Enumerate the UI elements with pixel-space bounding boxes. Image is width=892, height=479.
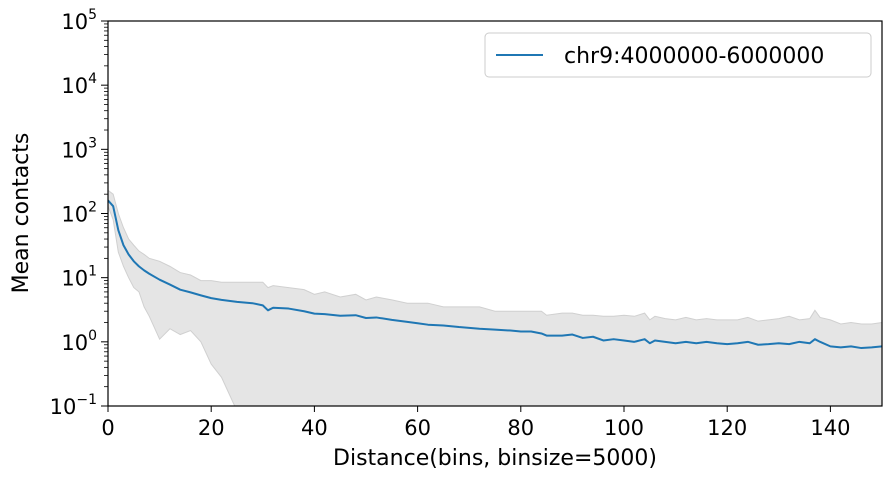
series-0-line <box>108 199 882 350</box>
legend-box <box>484 32 872 78</box>
y-tick-label-5: 105 <box>61 7 97 34</box>
legend: chr9:4000000-6000000 <box>484 32 872 78</box>
y-tick-label-1: 101 <box>61 264 97 291</box>
x-tick-label-40: 40 <box>301 416 328 440</box>
y-tick-label-3: 103 <box>61 135 97 162</box>
x-tick-label-20: 20 <box>198 416 225 440</box>
y-tick-label-4: 104 <box>61 71 97 98</box>
x-tick-label-60: 60 <box>404 416 431 440</box>
y-axis-label: Mean contacts <box>9 133 34 294</box>
series-0-range-band <box>108 189 882 406</box>
x-tick-label-0: 0 <box>101 416 114 440</box>
plot-clipped <box>108 189 882 406</box>
y-tick-label-−1: 10−1 <box>50 392 97 419</box>
x-tick-label-80: 80 <box>507 416 534 440</box>
x-tick-label-140: 140 <box>810 416 850 440</box>
x-tick-label-100: 100 <box>604 416 644 440</box>
plot-area <box>108 189 882 406</box>
y-tick-label-0: 100 <box>61 328 97 355</box>
x-tick-label-120: 120 <box>707 416 747 440</box>
legend-label-0: chr9:4000000-6000000 <box>564 44 824 69</box>
axes: 0 20 40 60 80 100 120 140 10−1 100 101 102 103 104 105 <box>50 7 883 440</box>
x-axis-label: Distance(bins, binsize=5000) <box>333 446 657 471</box>
y-tick-label-2: 102 <box>61 200 97 227</box>
